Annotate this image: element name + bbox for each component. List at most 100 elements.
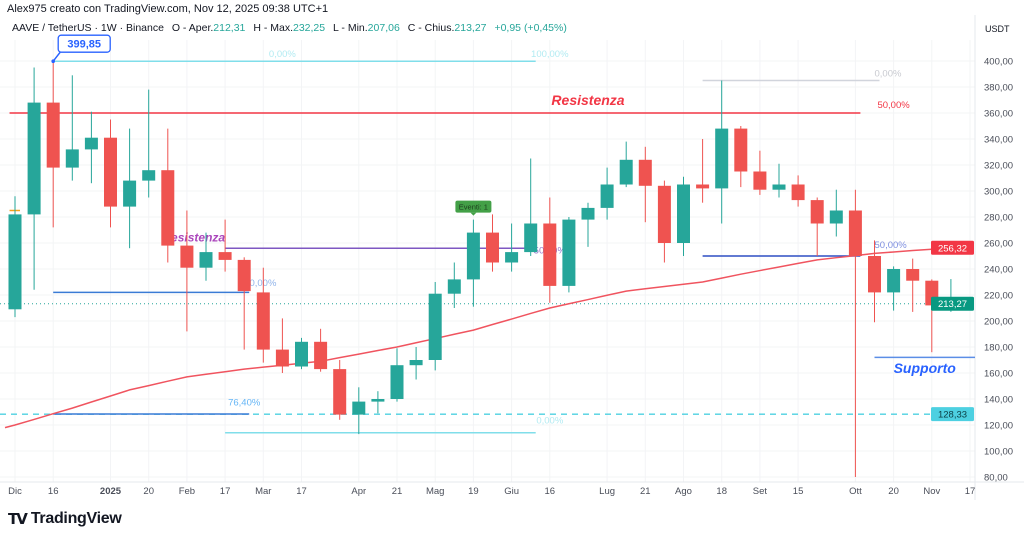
candle[interactable] <box>447 262 461 309</box>
price-axis[interactable]: USDT 400,00 380,00 360,00 340,00 320,00 300,00… <box>984 24 1013 484</box>
candle[interactable] <box>848 189 862 477</box>
candle-body <box>638 159 652 186</box>
time-tick-label: 16 <box>545 486 556 497</box>
candle[interactable] <box>887 266 901 311</box>
candle-body <box>677 184 690 243</box>
candle[interactable] <box>524 158 538 257</box>
time-tick-label: 20 <box>143 486 154 497</box>
candle[interactable] <box>677 176 690 256</box>
candle-body <box>868 256 881 293</box>
candle[interactable] <box>65 75 79 181</box>
candle[interactable] <box>237 257 251 350</box>
symbol-legend: AAVE / TetherUS · 1W · Binance O - Aper.… <box>12 22 567 34</box>
candle[interactable] <box>868 240 881 323</box>
symbol-name[interactable]: AAVE / TetherUS · 1W · Binance <box>12 22 164 34</box>
candle-body <box>428 293 442 360</box>
candle-body <box>218 252 232 260</box>
price-tick-label: 140,00 <box>984 395 1013 406</box>
candle[interactable] <box>581 202 595 247</box>
event-marker-text: Eventi: 1 <box>459 203 488 212</box>
candle[interactable] <box>619 141 633 188</box>
low-value: 207,06 <box>367 22 400 34</box>
candle[interactable] <box>925 279 939 353</box>
candle[interactable] <box>600 167 614 220</box>
candle[interactable] <box>505 223 519 272</box>
candle[interactable] <box>371 391 385 414</box>
level-label: 0,00% <box>269 49 296 60</box>
candle-body <box>810 200 824 224</box>
candle[interactable] <box>333 360 347 420</box>
candle[interactable] <box>123 128 137 249</box>
candle[interactable] <box>314 328 328 372</box>
tradingview-logo: 𝗧𝗩 TradingView <box>8 510 122 528</box>
level-label: 50,00% <box>875 240 908 251</box>
price-tick-label: 400,00 <box>984 57 1013 68</box>
time-axis[interactable]: Dic 16 2025 20 Feb 17 Mar 17 Apr 21 Mag 19 Giu 16 Lug 2… <box>8 486 975 497</box>
candle[interactable] <box>428 282 442 371</box>
candle-body <box>657 185 671 243</box>
level-label: Resistenza <box>162 231 225 245</box>
change-value: +0,95 (+0,45%) <box>494 22 567 34</box>
candle[interactable] <box>161 128 175 263</box>
candle-body <box>887 269 901 293</box>
candle-body <box>352 401 366 415</box>
annotation-level: Supporto <box>874 356 975 376</box>
candle[interactable] <box>772 163 786 198</box>
level-label: Supporto <box>894 360 957 376</box>
candle-body <box>543 223 557 286</box>
candle-body <box>8 214 22 310</box>
candle[interactable] <box>753 150 767 195</box>
candle[interactable] <box>409 347 423 380</box>
candle[interactable] <box>486 214 499 272</box>
candle-body <box>104 137 117 207</box>
candle[interactable] <box>390 348 404 402</box>
annotation-level: 0,00% <box>225 416 564 434</box>
high-label: H - Max. <box>253 22 293 34</box>
candle[interactable] <box>810 197 824 257</box>
level-label: 76,40% <box>228 398 261 409</box>
price-tick-label: 340,00 <box>984 135 1013 146</box>
level-label: 50,00% <box>877 100 910 111</box>
candle[interactable] <box>104 119 117 228</box>
callout-value: 399,85 <box>67 39 101 51</box>
candle-body <box>848 210 862 256</box>
candle[interactable] <box>466 219 480 307</box>
time-tick-label: 20 <box>888 486 899 497</box>
candle[interactable] <box>906 258 920 312</box>
tradingview-logo-text: TradingView <box>30 510 122 527</box>
candle[interactable] <box>715 80 729 224</box>
candle-body <box>753 171 767 190</box>
candle[interactable] <box>199 232 213 281</box>
candle[interactable] <box>543 197 557 303</box>
candle[interactable] <box>829 189 843 237</box>
candle[interactable] <box>295 337 308 370</box>
close-value: 213,27 <box>454 22 487 34</box>
price-tick-label: 120,00 <box>984 421 1013 432</box>
candle[interactable] <box>638 146 652 223</box>
tradingview-logo-icon: 𝗧𝗩 <box>8 511 28 528</box>
candle-body <box>486 232 499 263</box>
candle[interactable] <box>8 196 22 318</box>
candle[interactable] <box>657 180 671 263</box>
candle[interactable] <box>352 387 366 435</box>
candle[interactable] <box>27 67 41 290</box>
candle[interactable] <box>791 175 805 207</box>
candle[interactable] <box>562 217 576 293</box>
candle[interactable] <box>256 267 270 363</box>
candle[interactable] <box>84 111 98 184</box>
candle[interactable] <box>142 89 156 198</box>
candle[interactable] <box>218 219 232 272</box>
candle[interactable] <box>180 210 194 332</box>
open-label: O - Aper. <box>171 22 214 34</box>
time-tick-label: Apr <box>351 486 366 497</box>
candle[interactable] <box>734 126 748 188</box>
candle[interactable] <box>46 61 60 228</box>
time-tick-label: 17 <box>296 486 307 497</box>
annotation-level: 50,00% <box>53 278 277 294</box>
candle-body <box>696 184 710 189</box>
time-tick-label: Dic <box>8 486 22 497</box>
candle[interactable] <box>696 139 710 203</box>
event-marker[interactable]: Eventi: 1 <box>455 200 492 216</box>
candle[interactable] <box>275 318 289 373</box>
